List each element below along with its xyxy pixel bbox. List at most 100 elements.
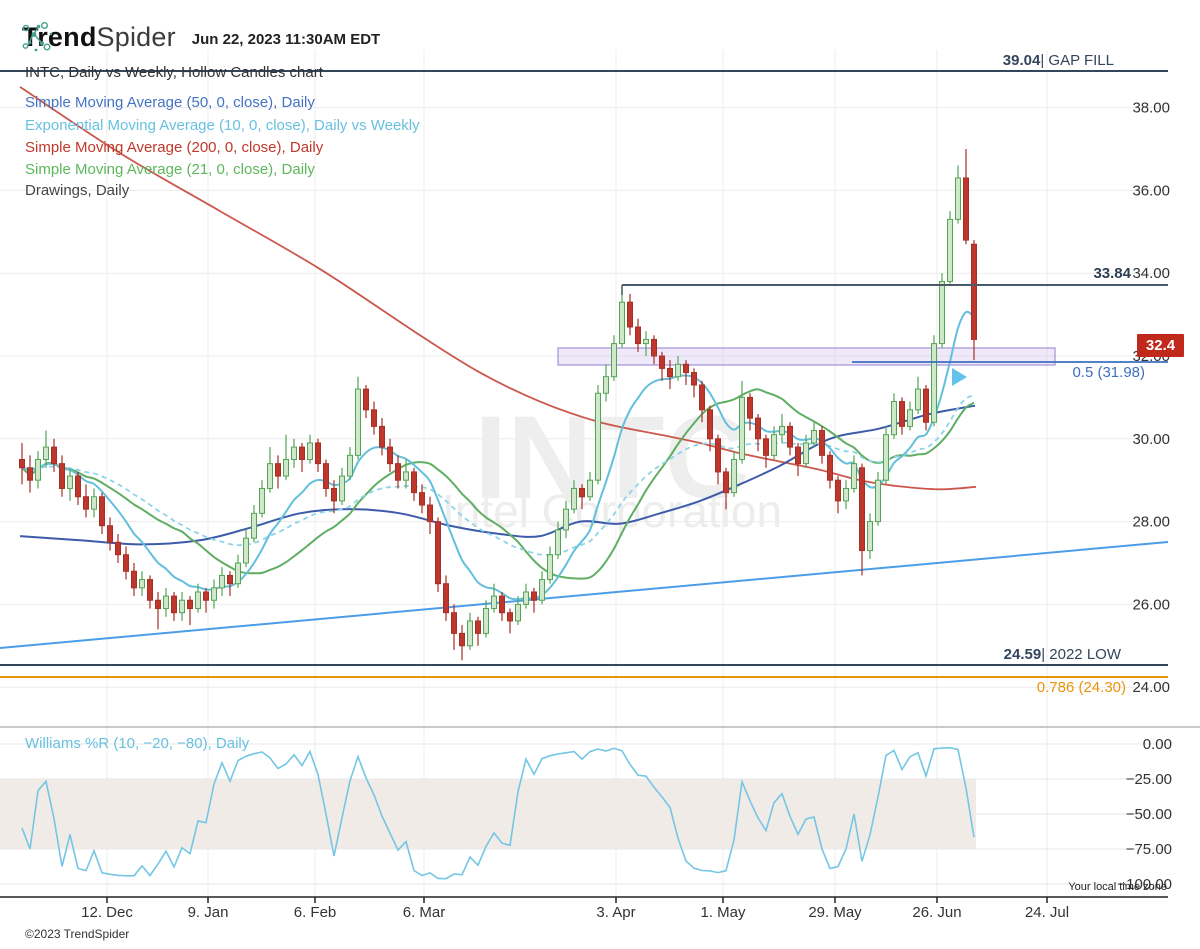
support-zone-drawing[interactable] [557, 347, 1056, 366]
candle-body [315, 442, 321, 465]
wr-axis-label[interactable]: −25.00 [1126, 771, 1172, 788]
candle-body [947, 218, 953, 282]
candle-body [851, 463, 857, 489]
candle-body [659, 355, 665, 369]
candle-body [395, 463, 401, 481]
resistance-label[interactable]: 33.84 [1093, 265, 1131, 282]
low-2022-label[interactable]: 24.59| 2022 LOW [1004, 646, 1121, 663]
brand-bold: Trend [22, 22, 97, 52]
indicator-title[interactable]: Williams %R (10, −20, −80), Daily [25, 735, 250, 752]
legend-sma21[interactable]: Simple Moving Average (21, 0, close), Da… [25, 161, 315, 178]
candle-body [451, 612, 457, 634]
candle-body [403, 471, 409, 481]
candle-body [755, 417, 761, 440]
last-price-badge: 32.4 [1137, 334, 1184, 357]
candle-body [155, 599, 161, 610]
wr-axis-label[interactable]: −75.00 [1126, 841, 1172, 858]
candle-body [59, 463, 65, 489]
candle-body [259, 487, 265, 514]
candle-body [667, 367, 673, 378]
candle-body [683, 363, 689, 374]
price-axis-label[interactable]: 30.00 [1132, 431, 1170, 448]
candle-body [779, 425, 785, 436]
x-axis-label: 3. Apr [596, 904, 635, 921]
candle-body [515, 603, 521, 622]
price-axis-label[interactable]: 24.00 [1132, 679, 1170, 696]
fib-05-label[interactable]: 0.5 (31.98) [1072, 364, 1145, 381]
candle-body [563, 508, 569, 531]
candle-body [859, 467, 865, 552]
trendline-drawing[interactable] [0, 541, 1169, 649]
wr-axis-label[interactable]: 0.00 [1143, 736, 1172, 753]
candle-body [163, 595, 169, 610]
candle-body [803, 442, 809, 465]
candle-body [51, 446, 57, 465]
brand-light: Spider [96, 22, 176, 52]
x-axis-label: 29. May [808, 904, 862, 921]
candle-body [411, 471, 417, 494]
candle-body [931, 343, 937, 423]
legend-sma200[interactable]: Simple Moving Average (200, 0, close), D… [25, 139, 324, 156]
candle-body [587, 479, 593, 498]
fib-0786-label[interactable]: 0.786 (24.30) [1036, 679, 1126, 696]
candle-body [603, 376, 609, 394]
candle-body [467, 620, 473, 647]
candle-body [291, 446, 297, 460]
candle-body [651, 338, 657, 357]
candle-body [251, 512, 257, 539]
x-axis-label: 12. Dec [81, 904, 133, 921]
candle-body [187, 599, 193, 610]
candle-body [555, 529, 561, 556]
candle-body [771, 434, 777, 456]
candle-body [955, 177, 961, 220]
candle-body [907, 409, 913, 427]
candle-body [723, 471, 729, 494]
candle-body [355, 388, 361, 456]
candle-body [915, 388, 921, 411]
ema10-weekly-line [21, 394, 975, 556]
candle-body [115, 541, 121, 556]
gap-fill-label[interactable]: 39.04| GAP FILL [1003, 52, 1114, 69]
x-axis-label: 1. May [700, 904, 746, 921]
candle-body [731, 459, 737, 494]
candle-body [83, 496, 89, 510]
price-axis-label[interactable]: 36.00 [1132, 182, 1170, 199]
candle-body [435, 521, 441, 585]
candle-body [595, 392, 601, 481]
price-axis-label[interactable]: 28.00 [1132, 514, 1170, 531]
legend-sma50[interactable]: Simple Moving Average (50, 0, close), Da… [25, 94, 315, 111]
legend-ema10[interactable]: Exponential Moving Average (10, 0, close… [25, 117, 420, 134]
chart-timestamp: Jun 22, 2023 11:30AM EDT [191, 31, 381, 48]
candle-body [387, 446, 393, 465]
candle-body [867, 521, 873, 552]
legend-drawings[interactable]: Drawings, Daily [25, 182, 130, 199]
x-axis-label: 26. Jun [912, 904, 961, 921]
candle-body [531, 591, 537, 601]
candle-body [875, 479, 881, 523]
candle-body [699, 384, 705, 411]
candle-body [627, 301, 633, 328]
price-axis-label[interactable]: 26.00 [1132, 596, 1170, 613]
candle-body [379, 425, 385, 448]
wr-axis-label[interactable]: −50.00 [1126, 806, 1172, 823]
candle-body [835, 479, 841, 502]
price-axis-label[interactable]: 34.00 [1132, 265, 1170, 282]
chart-title[interactable]: INTC, Daily vs Weekly, Hollow Candles ch… [25, 64, 323, 81]
candle-body [147, 579, 153, 601]
candle-body [923, 388, 929, 423]
play-marker-icon[interactable] [952, 368, 967, 386]
wr-axis-label[interactable]: −100.00 [1117, 876, 1172, 893]
candle-body [131, 570, 137, 589]
candle-body [883, 434, 889, 481]
candle-body [227, 574, 233, 585]
brand-wordmark: TrendSpider [22, 22, 176, 53]
candle-body [371, 409, 377, 427]
price-axis-label[interactable]: 38.00 [1132, 100, 1170, 117]
candle-body [219, 574, 225, 589]
candle-body [675, 363, 681, 378]
candles [19, 149, 977, 661]
candle-body [691, 372, 697, 386]
candle-body [123, 554, 129, 572]
x-axis-label: 6. Feb [294, 904, 337, 921]
